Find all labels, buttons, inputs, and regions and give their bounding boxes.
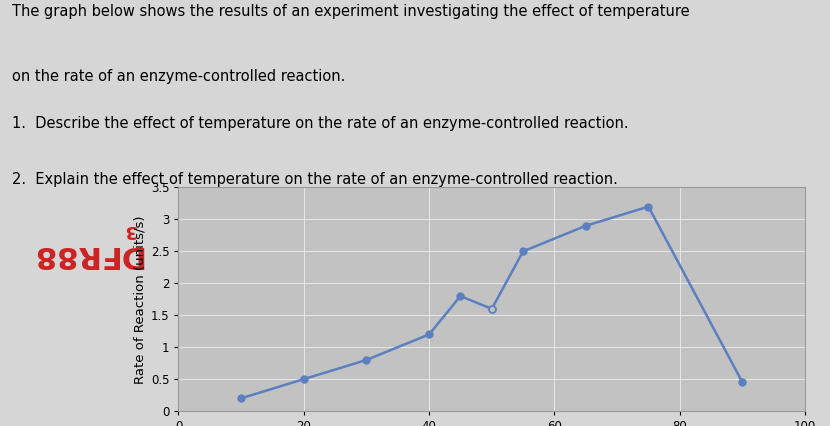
Text: 1.  Describe the effect of temperature on the rate of an enzyme-controlled react: 1. Describe the effect of temperature on… — [12, 116, 629, 131]
Text: 2.  Explain the effect of temperature on the rate of an enzyme-controlled reacti: 2. Explain the effect of temperature on … — [12, 173, 618, 187]
Text: The graph below shows the results of an experiment investigating the effect of t: The graph below shows the results of an … — [12, 4, 690, 19]
Y-axis label: Rate of Reaction (units/s): Rate of Reaction (units/s) — [134, 215, 147, 383]
Text: on the rate of an enzyme-controlled reaction.: on the rate of an enzyme-controlled reac… — [12, 69, 346, 84]
Text: 3: 3 — [123, 222, 135, 239]
Text: DFR88: DFR88 — [31, 240, 143, 269]
